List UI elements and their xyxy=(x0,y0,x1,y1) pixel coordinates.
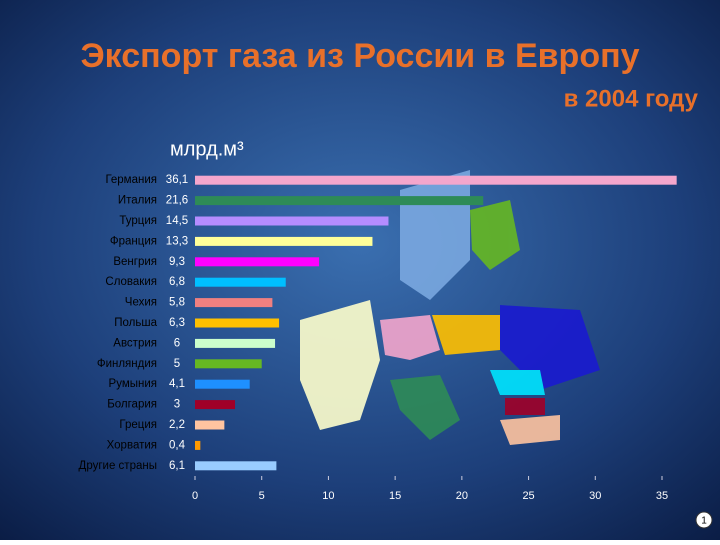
value-label: 14,5 xyxy=(166,215,188,227)
unit-label: млрд.м³ xyxy=(170,138,244,160)
bar xyxy=(195,216,389,226)
bar xyxy=(195,257,320,267)
category-label: Хорватия xyxy=(107,439,157,451)
value-label: 21,6 xyxy=(166,195,188,207)
x-tick-label: 35 xyxy=(656,490,668,502)
category-label: Другие страны xyxy=(79,460,157,472)
x-tick-label: 20 xyxy=(456,490,468,502)
bar xyxy=(195,298,273,308)
bar xyxy=(195,440,201,450)
value-label: 6,1 xyxy=(169,460,185,472)
value-label: 6 xyxy=(174,337,180,349)
category-label: Турция xyxy=(119,215,157,227)
x-tick-label: 0 xyxy=(192,490,198,502)
value-label: 2,2 xyxy=(169,419,185,431)
category-label: Чехия xyxy=(125,297,157,309)
category-label: Австрия xyxy=(113,337,157,349)
value-label: 0,4 xyxy=(169,439,186,451)
bar xyxy=(195,338,276,348)
title: Экспорт газа из России в Европу xyxy=(80,37,639,75)
bar xyxy=(195,420,225,430)
bar xyxy=(195,277,286,287)
category-label: Венгрия xyxy=(113,256,157,268)
value-label: 5 xyxy=(174,358,180,370)
category-label: Польша xyxy=(114,317,157,329)
bar xyxy=(195,379,250,389)
value-label: 6,3 xyxy=(169,317,185,329)
x-tick-label: 10 xyxy=(322,490,334,502)
bar xyxy=(195,175,677,185)
value-label: 6,8 xyxy=(169,276,185,288)
category-label: Франция xyxy=(110,235,157,247)
value-label: 36,1 xyxy=(166,174,188,186)
value-label: 5,8 xyxy=(169,297,185,309)
value-label: 13,3 xyxy=(166,235,188,247)
category-label: Германия xyxy=(105,174,157,186)
bar xyxy=(195,359,262,369)
bar xyxy=(195,196,484,206)
bar xyxy=(195,318,280,328)
category-label: Болгария xyxy=(107,399,157,411)
category-label: Греция xyxy=(119,419,157,431)
bar xyxy=(195,400,236,410)
bar xyxy=(195,461,277,471)
x-tick-label: 25 xyxy=(522,490,534,502)
category-label: Румыния xyxy=(109,378,157,390)
bar xyxy=(195,236,373,246)
category-label: Италия xyxy=(118,195,157,207)
page-number: 1 xyxy=(701,516,707,527)
value-label: 4,1 xyxy=(169,378,185,390)
x-tick-label: 15 xyxy=(389,490,401,502)
subtitle: в 2004 году xyxy=(564,85,699,112)
value-label: 3 xyxy=(174,399,180,411)
x-tick-label: 5 xyxy=(259,490,265,502)
value-label: 9,3 xyxy=(169,256,185,268)
category-label: Финляндия xyxy=(97,358,157,370)
page-badge xyxy=(695,511,713,529)
category-label: Словакия xyxy=(105,276,157,288)
x-tick-label: 30 xyxy=(589,490,601,502)
